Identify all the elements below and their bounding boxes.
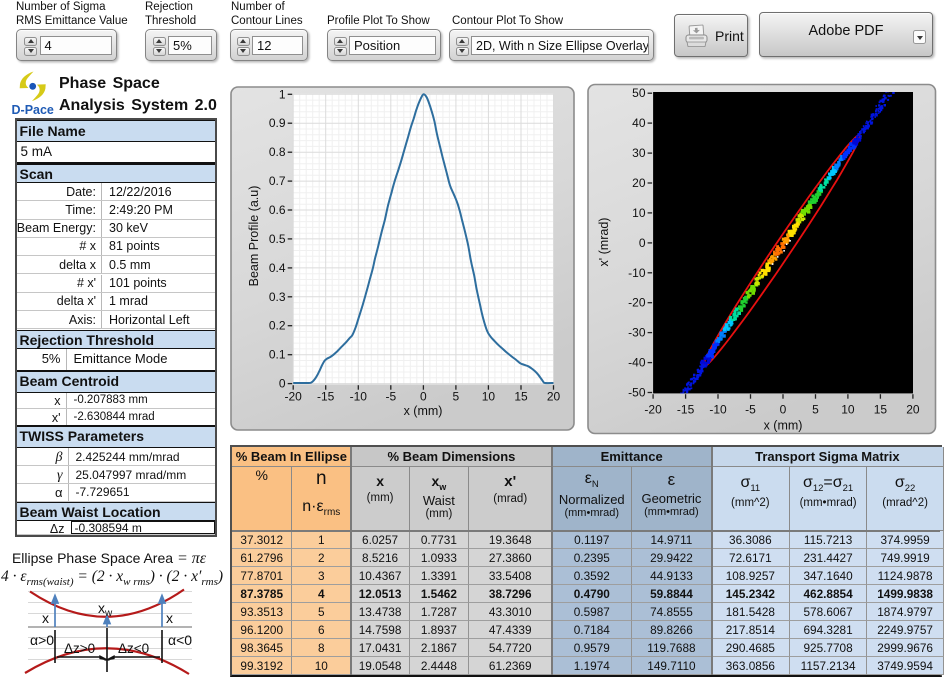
svg-text:-15: -15 (677, 403, 695, 417)
svg-text:Beam Profile (a.u): Beam Profile (a.u) (247, 186, 261, 287)
svg-text:-20: -20 (628, 296, 646, 310)
svg-text:15: 15 (874, 403, 888, 417)
svg-text:x (mm): x (mm) (404, 404, 443, 418)
svg-text:20: 20 (906, 403, 920, 417)
svg-text:15: 15 (514, 390, 528, 404)
svg-text:40: 40 (632, 116, 646, 130)
svg-text:0.4: 0.4 (269, 261, 286, 275)
svg-text:x: x (42, 610, 49, 626)
svg-text:-5: -5 (385, 390, 396, 404)
svg-text:α>0: α>0 (30, 632, 54, 648)
svg-text:20: 20 (547, 390, 561, 404)
svg-text:0.2: 0.2 (269, 319, 286, 333)
svg-text:0.1: 0.1 (269, 348, 286, 362)
svg-text:-20: -20 (644, 403, 662, 417)
svg-text:0: 0 (639, 236, 646, 250)
svg-text:30: 30 (632, 146, 646, 160)
svg-text:20: 20 (632, 176, 646, 190)
svg-text:0.5: 0.5 (269, 232, 286, 246)
svg-text:x' (mrad): x' (mrad) (597, 218, 611, 267)
svg-text:α<0: α<0 (168, 632, 192, 648)
svg-text:0: 0 (279, 377, 286, 391)
svg-text:0.7: 0.7 (269, 174, 286, 188)
svg-text:0: 0 (780, 403, 787, 417)
svg-text:10: 10 (482, 390, 496, 404)
svg-text:-50: -50 (628, 386, 646, 400)
svg-text:1: 1 (279, 87, 286, 101)
svg-text:10: 10 (632, 206, 646, 220)
svg-text:0.6: 0.6 (269, 203, 286, 217)
svg-text:10: 10 (841, 403, 855, 417)
svg-text:0.3: 0.3 (269, 290, 286, 304)
svg-text:0.9: 0.9 (269, 116, 286, 130)
svg-text:5: 5 (453, 390, 460, 404)
svg-text:5: 5 (812, 403, 819, 417)
svg-text:Δz>0: Δz>0 (64, 641, 95, 656)
svg-text:-20: -20 (285, 390, 303, 404)
svg-text:D-Pace: D-Pace (12, 103, 54, 117)
svg-text:-30: -30 (628, 326, 646, 340)
svg-text:-10: -10 (628, 266, 646, 280)
svg-text:-10: -10 (709, 403, 727, 417)
svg-text:x (mm): x (mm) (764, 419, 803, 433)
svg-text:50: 50 (632, 86, 646, 100)
svg-text:-10: -10 (350, 390, 368, 404)
svg-text:-15: -15 (317, 390, 335, 404)
svg-text:-40: -40 (628, 356, 646, 370)
svg-text:x: x (166, 610, 173, 626)
svg-text:-5: -5 (745, 403, 756, 417)
svg-text:0: 0 (420, 390, 427, 404)
svg-text:0.8: 0.8 (269, 145, 286, 159)
svg-text:Δz<0: Δz<0 (118, 641, 149, 656)
